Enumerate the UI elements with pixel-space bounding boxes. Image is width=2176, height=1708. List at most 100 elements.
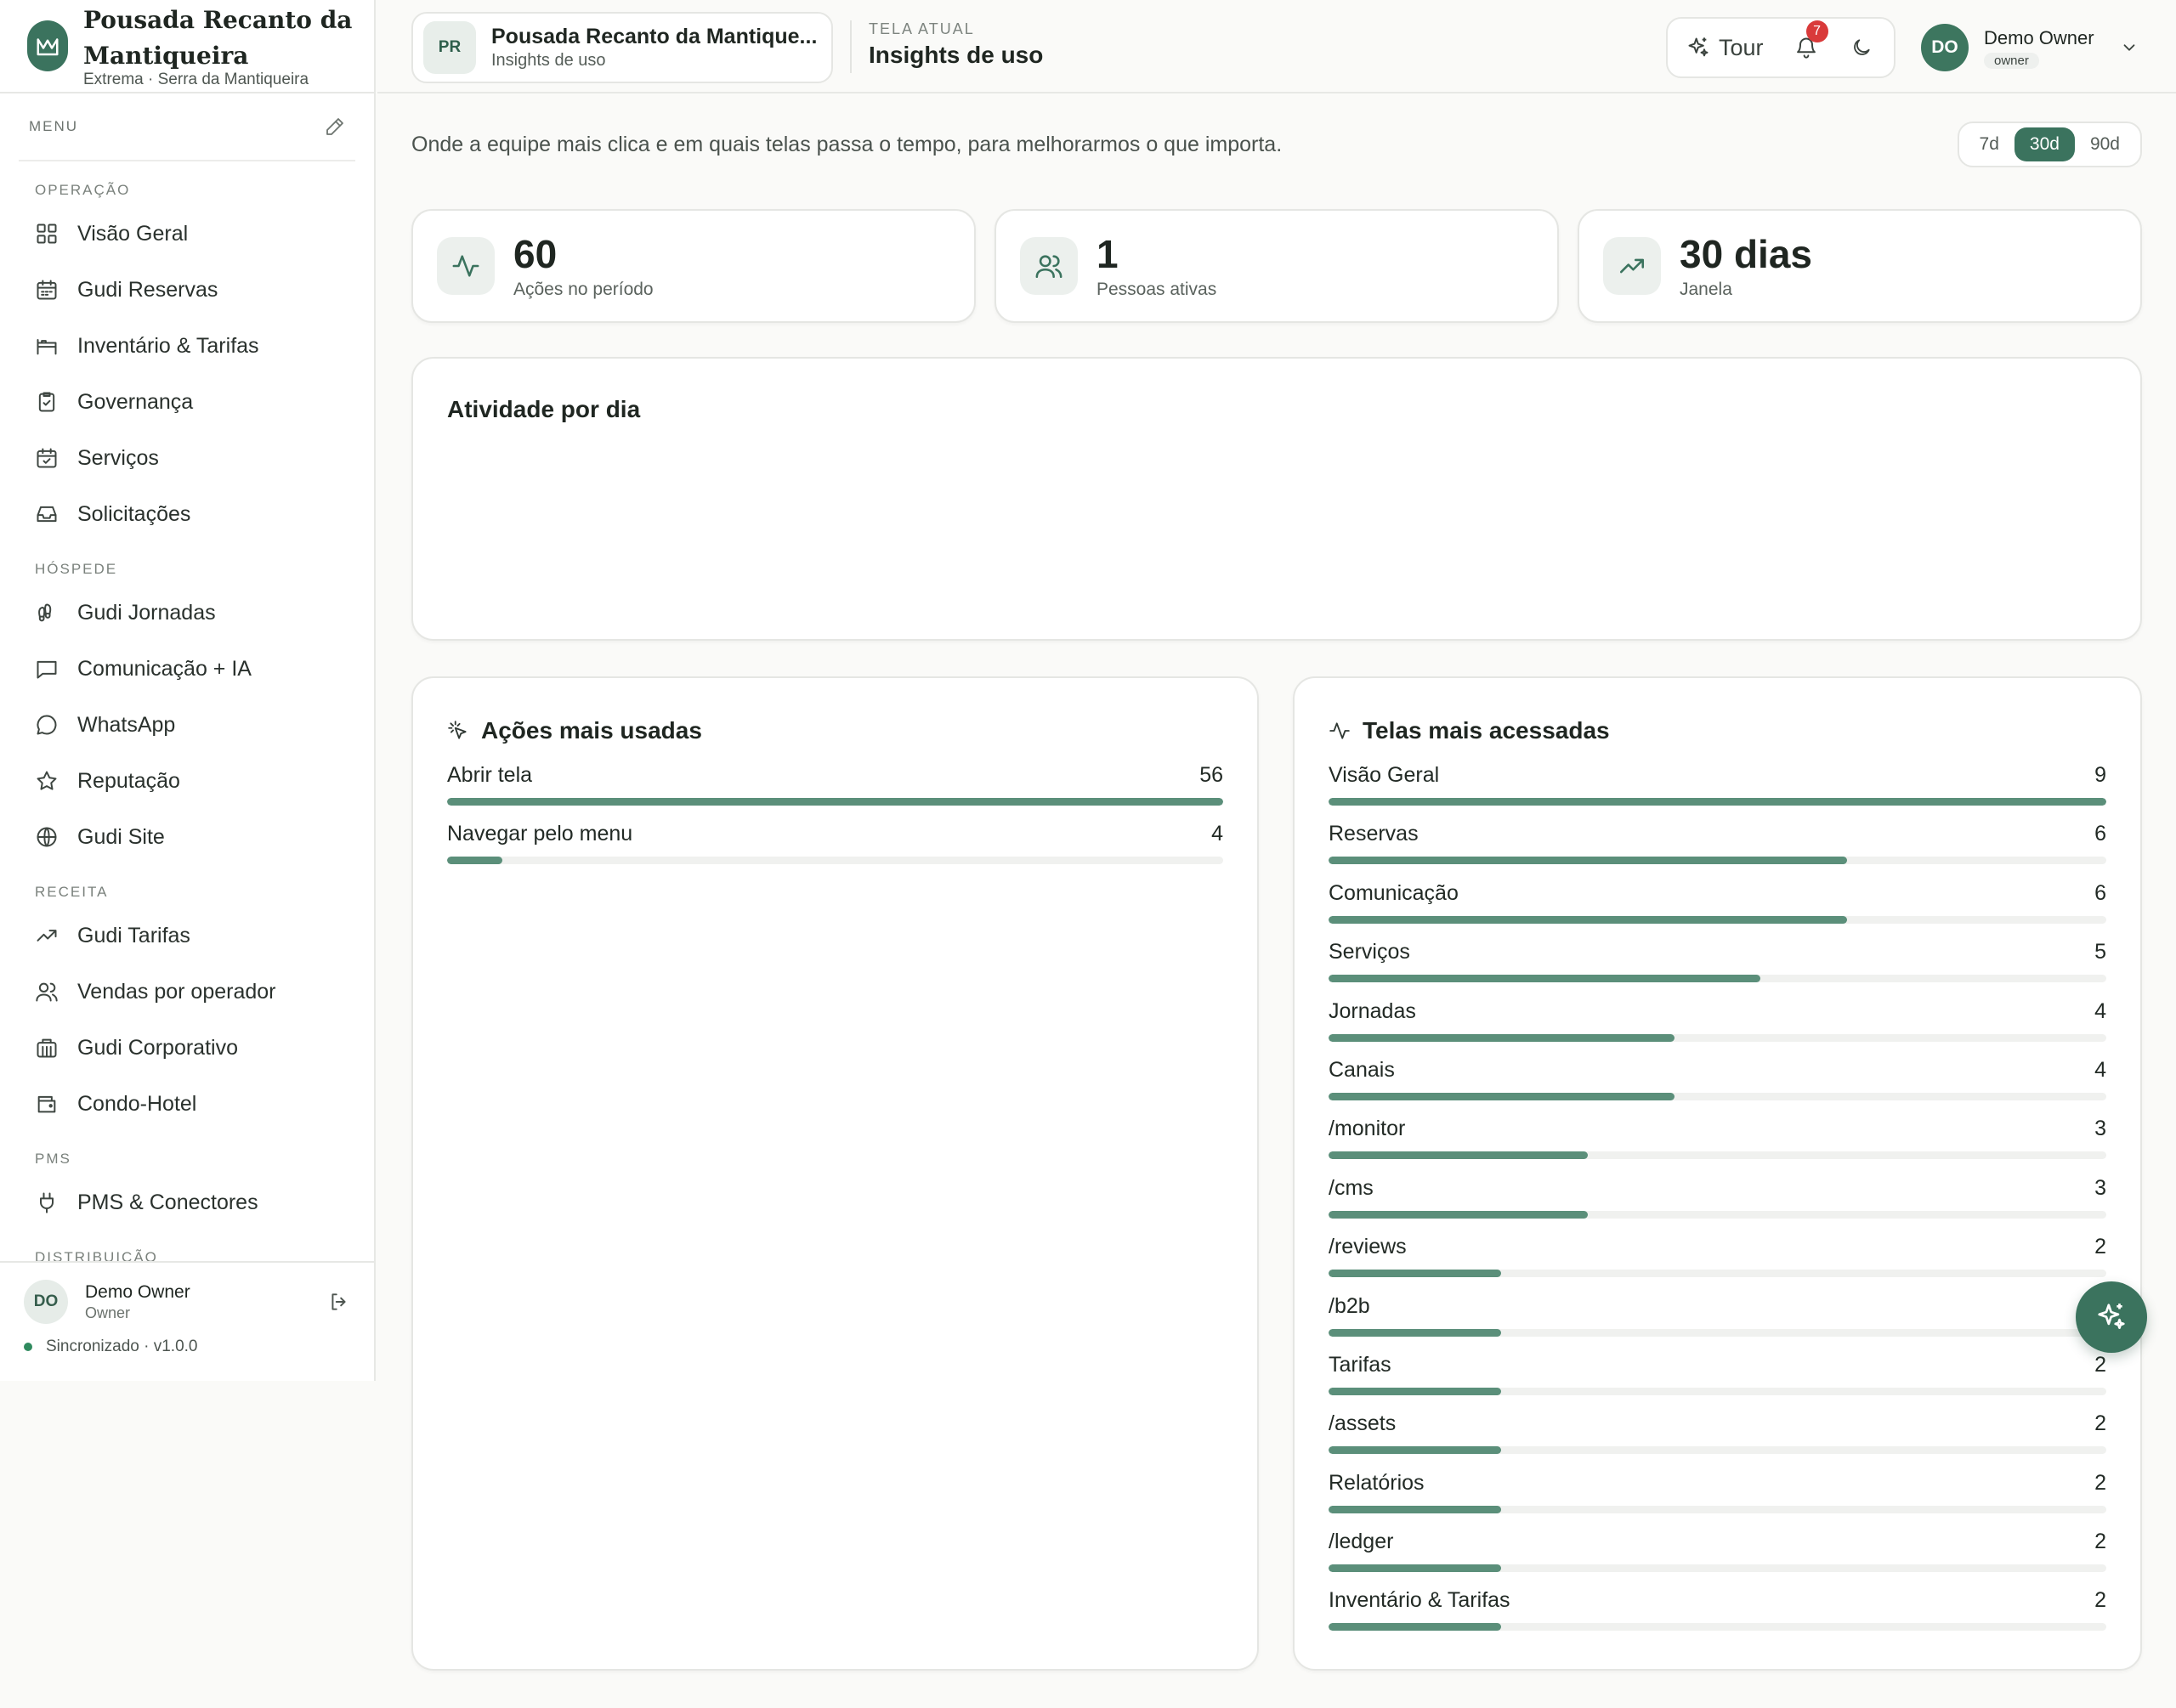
- bar-value: 2: [2094, 1352, 2106, 1377]
- sidebar-item-label: Gudi Site: [77, 824, 165, 849]
- bar-value: 2: [2094, 1530, 2106, 1554]
- bar-fill: [447, 857, 503, 865]
- range-option-30d[interactable]: 30d: [2014, 127, 2075, 161]
- grid-icon: [35, 222, 59, 246]
- globe-icon: [35, 825, 59, 849]
- activity-icon: [437, 237, 495, 295]
- list-item: /reviews 2: [1329, 1235, 2106, 1293]
- kpi-row: 60 Ações no período 1 Pessoas ativas 30 dias…: [411, 209, 2142, 323]
- sidebar-item-comunicacao-ia[interactable]: Comunicação + IA: [0, 641, 374, 697]
- bar-value: 2: [2094, 1588, 2106, 1613]
- page-title: Insights de uso: [869, 42, 1044, 68]
- sidebar-item-label: Vendas por operador: [77, 979, 276, 1004]
- bar-fill: [1329, 1151, 1588, 1160]
- bar-label: /monitor: [1329, 1117, 1406, 1141]
- sync-status-dot: [24, 1343, 32, 1351]
- sidebar-item-gudi-corporativo[interactable]: Gudi Corporativo: [0, 1020, 374, 1076]
- notifications-button[interactable]: 7: [1794, 20, 1828, 59]
- sidebar-item-vendas-por-operador[interactable]: Vendas por operador: [0, 964, 374, 1020]
- bar-track: [447, 857, 1223, 865]
- bar-label: /reviews: [1329, 1235, 1407, 1259]
- sidebar-section-label: HÓSPEDE: [35, 561, 118, 577]
- bar-track: [1329, 1092, 2106, 1100]
- bar-label: Canais: [1329, 1057, 1395, 1082]
- kpi-card: 1 Pessoas ativas: [994, 209, 1559, 323]
- sidebar: Pousada Recanto da Mantiqueira Extrema ·…: [0, 0, 376, 1381]
- user-menu[interactable]: DO Demo Owner owner: [1921, 24, 2139, 71]
- property-switcher[interactable]: PR Pousada Recanto da Mantique... Insigh…: [411, 12, 833, 83]
- sidebar-item-gudi-jornadas[interactable]: Gudi Jornadas: [0, 585, 374, 641]
- sidebar-item-visao-geral[interactable]: Visão Geral: [0, 206, 374, 262]
- activity-card: Atividade por dia: [411, 357, 2142, 641]
- sidebar-item-pms-conectores[interactable]: PMS & Conectores: [0, 1174, 374, 1230]
- bar-value: 2: [2094, 1470, 2106, 1495]
- sidebar-item-label: Gudi Tarifas: [77, 923, 190, 947]
- users-icon: [35, 980, 59, 1004]
- user-role: Owner: [85, 1304, 131, 1321]
- sidebar-nav[interactable]: OPERAÇÃO Visão Geral Gudi Reservas Inventár…: [0, 163, 374, 1261]
- user-name: Demo Owner: [1984, 26, 2094, 48]
- bar-label: Tarifas: [1329, 1352, 1391, 1377]
- bar-label: Visão Geral: [1329, 763, 1440, 787]
- edit-pencil-icon[interactable]: [325, 116, 345, 137]
- list-item: /monitor 3: [1329, 1117, 2106, 1175]
- range-option-7d[interactable]: 7d: [1979, 134, 1999, 154]
- bar-track: [1329, 975, 2106, 983]
- sidebar-item-inventario-tarifas[interactable]: Inventário & Tarifas: [0, 318, 374, 374]
- activity-icon: [1329, 720, 1363, 742]
- sidebar-item-reputacao[interactable]: Reputação: [0, 753, 374, 809]
- list-item: Canais 4: [1329, 1058, 2106, 1117]
- sidebar-item-gudi-site[interactable]: Gudi Site: [0, 809, 374, 865]
- toolbar: Tour 7: [1666, 17, 1896, 78]
- list-item: Comunicação 6: [1329, 881, 2106, 940]
- sidebar-item-solicitacoes[interactable]: Solicitações: [0, 486, 374, 542]
- list-item: /ledger 2: [1329, 1530, 2106, 1588]
- sidebar-item-gudi-reservas[interactable]: Gudi Reservas: [0, 262, 374, 318]
- bar-value: 6: [2094, 880, 2106, 905]
- list-item: Visão Geral 9: [1329, 763, 2106, 822]
- ai-assistant-button[interactable]: [2076, 1281, 2147, 1353]
- sidebar-item-label: Condo-Hotel: [77, 1091, 197, 1116]
- avatar: DO: [1921, 24, 1969, 71]
- bar-value: 6: [2094, 822, 2106, 846]
- sidebar-item-label: Comunicação + IA: [77, 656, 252, 681]
- pointer-click-icon: [447, 720, 481, 742]
- bar-label: Reservas: [1329, 822, 1419, 846]
- bar-value: 9: [2094, 763, 2106, 787]
- sidebar-item-servicos[interactable]: Serviços: [0, 430, 374, 486]
- avatar: DO: [24, 1280, 68, 1324]
- sidebar-section-label: RECEITA: [35, 884, 109, 900]
- bar-track: [1329, 1387, 2106, 1395]
- brand-header[interactable]: Pousada Recanto da Mantiqueira Extrema ·…: [0, 0, 374, 93]
- bar-label: Jornadas: [1329, 998, 1416, 1023]
- bar-label: Comunicação: [1329, 880, 1459, 905]
- bar-value: 4: [2094, 998, 2106, 1023]
- sidebar-item-label: Gudi Reservas: [77, 277, 218, 302]
- sidebar-item-label: Solicitações: [77, 501, 191, 526]
- property-sub: Insights de uso: [491, 51, 606, 70]
- sidebar-item-gudi-tarifas[interactable]: Gudi Tarifas: [0, 908, 374, 964]
- message-square-icon: [35, 657, 59, 681]
- top-screens-title: Telas mais acessadas: [1363, 717, 1610, 744]
- sidebar-item-label: Governança: [77, 389, 194, 414]
- menu-header: MENU: [19, 93, 355, 161]
- sidebar-item-whatsapp[interactable]: WhatsApp: [0, 697, 374, 753]
- user-role-badge: owner: [1984, 52, 2039, 69]
- tour-button[interactable]: Tour: [1686, 35, 1764, 61]
- range-option-90d[interactable]: 90d: [2089, 134, 2120, 154]
- bar-fill: [1329, 1623, 1502, 1632]
- bar-fill: [1329, 915, 1847, 924]
- sidebar-item-condo-hotel[interactable]: Condo-Hotel: [0, 1076, 374, 1132]
- divider: [850, 20, 852, 73]
- kpi-card: 60 Ações no período: [411, 209, 976, 323]
- sparkles-icon: [1686, 36, 1719, 59]
- footprints-icon: [35, 601, 59, 625]
- bar-label: /assets: [1329, 1411, 1397, 1436]
- list-item: Navegar pelo menu 4: [447, 822, 1223, 880]
- sidebar-item-governanca[interactable]: Governança: [0, 374, 374, 430]
- theme-toggle-button[interactable]: [1850, 37, 1873, 59]
- list-item: /cms 3: [1329, 1176, 2106, 1235]
- bar-fill: [1329, 857, 1847, 865]
- kpi-label: Pessoas ativas: [1096, 280, 1217, 299]
- logout-icon[interactable]: [328, 1291, 350, 1313]
